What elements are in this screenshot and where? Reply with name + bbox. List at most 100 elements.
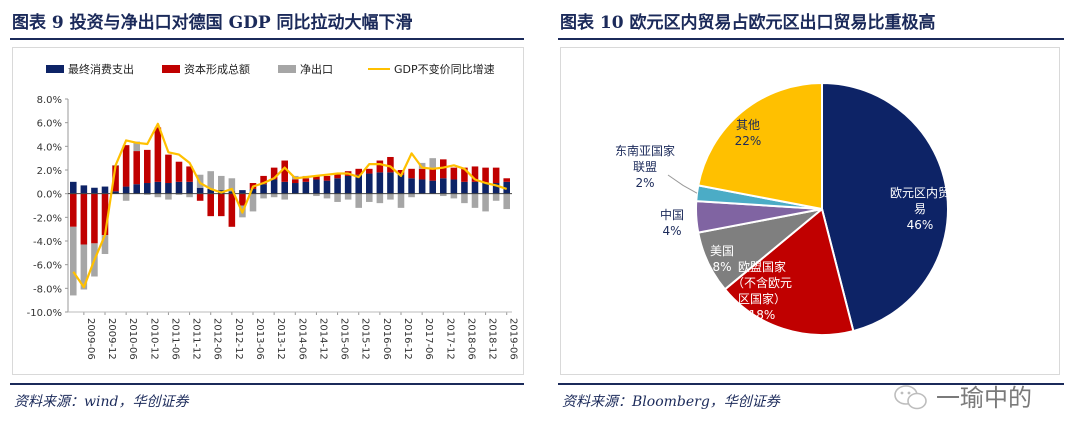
- bar-netexport: [387, 193, 394, 200]
- bar-consumption: [387, 172, 394, 194]
- wechat-icon: [894, 385, 927, 410]
- x-tick-label: 2010-06: [127, 318, 138, 360]
- pie-label-line: 4%: [662, 224, 681, 238]
- bar-netexport: [175, 193, 183, 195]
- bar-consumption: [429, 180, 436, 194]
- pie-label-line: （不含欧元: [732, 275, 792, 290]
- pie-label-line: 46%: [907, 218, 934, 232]
- x-tick-label: 2017-12: [444, 318, 455, 360]
- bar-consumption: [482, 183, 489, 194]
- bar-chart-svg: 最终消费支出 资本形成总额 净出口 GDP不变价同比增速 8.0% 6.0% 4.0% 2.0…: [12, 47, 524, 375]
- x-tick-label: 2012-06: [212, 318, 223, 360]
- x-tick-label: 2013-06: [254, 318, 265, 360]
- bar-consumption: [344, 175, 352, 194]
- bar-netexport: [323, 193, 331, 199]
- watermark-text: 一瑜中的: [936, 384, 1032, 412]
- x-tick-label: 2014-12: [317, 318, 328, 360]
- bar-netexport: [355, 193, 362, 208]
- left-panel: 图表 9 投资与净出口对德国 GDP 同比拉动大幅下滑 最终消费支出 资本形成总额…: [10, 13, 524, 410]
- pie-label-line: 联盟: [633, 160, 657, 174]
- pie-label-line: 欧元区内贸: [890, 186, 950, 200]
- pie-label-line: 欧盟国家: [738, 259, 786, 274]
- bar-consumption: [154, 181, 162, 194]
- bar-consumption: [418, 179, 426, 194]
- bar-investment: [376, 160, 384, 173]
- bar-consumption: [186, 181, 193, 194]
- bar-consumption: [207, 188, 214, 194]
- bar-investment: [302, 178, 310, 182]
- bar-netexport: [429, 158, 436, 169]
- bar-netexport: [154, 193, 162, 198]
- x-tick-label: 2009-12: [106, 318, 117, 360]
- pie-label-line: 其他: [736, 118, 760, 132]
- bar-netexport: [144, 193, 151, 195]
- bar-investment: [239, 193, 246, 206]
- pie-label-line: 东南亚国家: [615, 143, 675, 158]
- bar-investment: [482, 167, 489, 184]
- x-tick-label: 2011-12: [191, 318, 202, 360]
- figure-10-title: 图表 10 欧元区内贸易占欧元区出口贸易比重极高: [560, 13, 936, 33]
- bar-investment: [503, 178, 510, 182]
- bar-consumption: [471, 181, 479, 194]
- bar-netexport: [471, 193, 479, 208]
- y-tick-label: -10.0%: [27, 308, 62, 319]
- bar-investment: [154, 127, 162, 182]
- bar-investment: [450, 167, 458, 180]
- bar-investment: [175, 161, 183, 182]
- pie-slice: [821, 81, 949, 333]
- figure-9-title: 图表 9 投资与净出口对德国 GDP 同比拉动大幅下滑: [12, 13, 413, 33]
- bar-consumption: [461, 181, 468, 194]
- figure-10-source: 资料来源：Bloomberg，华创证券: [562, 394, 780, 410]
- y-tick-label: -2.0%: [33, 213, 62, 224]
- bar-consumption: [440, 178, 447, 194]
- x-tick-label: 2014-06: [296, 318, 307, 360]
- bar-netexport: [122, 193, 130, 201]
- y-tick-label: 0.0%: [37, 190, 62, 201]
- bar-netexport: [461, 193, 468, 204]
- x-tick-label: 2019-06: [508, 318, 519, 360]
- bar-investment: [366, 168, 373, 174]
- x-tick-label: 2018-06: [465, 318, 476, 360]
- bar-investment: [144, 149, 151, 184]
- bar-consumption: [376, 172, 384, 194]
- bar-consumption: [70, 181, 77, 194]
- bar-consumption: [270, 179, 278, 194]
- bar-investment: [397, 170, 405, 175]
- bar-netexport: [281, 193, 288, 200]
- bar-consumption: [323, 180, 331, 194]
- gdp-growth-line: [72, 122, 508, 289]
- pie-label-line: 2%: [635, 176, 654, 190]
- bar-consumption: [408, 178, 415, 194]
- bar-netexport: [133, 141, 140, 152]
- bar-netexport: [186, 193, 193, 198]
- x-tick-label: 2017-06: [423, 318, 434, 360]
- y-tick-label: 8.0%: [37, 95, 62, 106]
- bar-investment: [323, 175, 331, 181]
- bar-netexport: [165, 193, 172, 200]
- bar-netexport: [313, 193, 320, 197]
- bar-consumption: [80, 185, 88, 194]
- gdp-contribution-chart: 最终消费支出 资本形成总额 净出口 GDP不变价同比增速 8.0% 6.0% 4.0% 2.0…: [12, 47, 524, 375]
- bar-consumption: [397, 174, 405, 194]
- bar-consumption: [165, 183, 172, 194]
- pie-label-line: 中国: [660, 207, 684, 222]
- y-tick-label: -4.0%: [33, 237, 62, 248]
- x-tick-label: 2016-06: [381, 318, 392, 360]
- bar-investment: [165, 154, 172, 184]
- bar-consumption: [292, 183, 299, 194]
- pie-label: 中国 4%: [660, 207, 684, 238]
- bar-netexport: [70, 226, 77, 296]
- bar-consumption: [366, 173, 373, 194]
- pie-slice: [697, 81, 823, 211]
- pie-label-line: 区国家）: [738, 291, 786, 306]
- bar-investment: [260, 175, 267, 185]
- pie-label-line: 美国: [710, 244, 734, 258]
- bar-investment: [186, 166, 193, 182]
- bar-investment: [387, 156, 394, 173]
- bar-investment: [355, 168, 362, 175]
- bar-consumption: [122, 186, 130, 194]
- legend-label: GDP不变价同比增速: [394, 62, 495, 76]
- legend-label: 净出口: [300, 62, 333, 76]
- y-tick-label: 4.0%: [37, 142, 62, 153]
